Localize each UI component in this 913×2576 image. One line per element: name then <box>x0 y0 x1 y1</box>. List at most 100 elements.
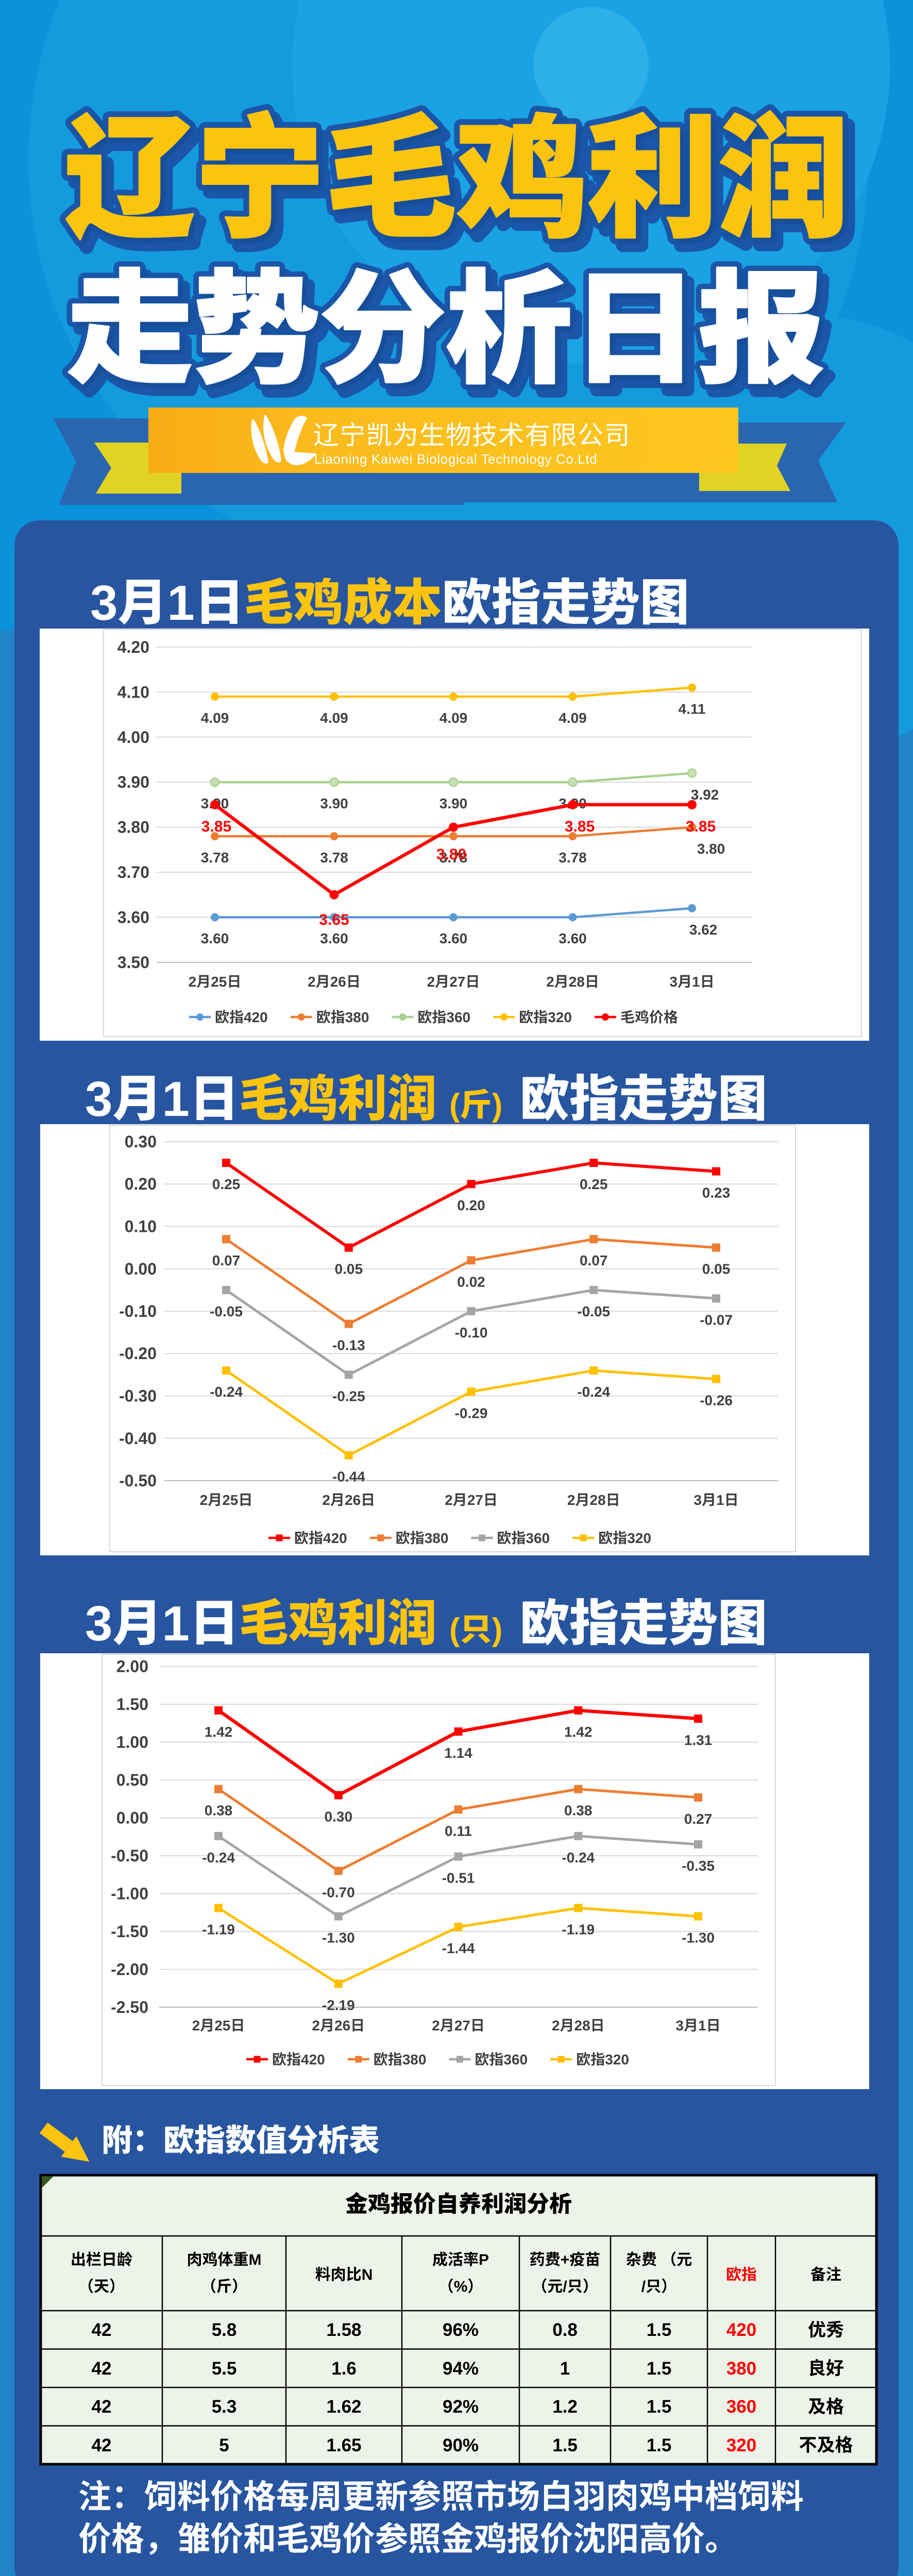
svg-text:1: 1 <box>716 1492 724 1508</box>
svg-text:26: 26 <box>334 2018 350 2033</box>
svg-text:3.65: 3.65 <box>319 911 349 928</box>
svg-text:0.38: 0.38 <box>564 1803 593 1819</box>
svg-text:3: 3 <box>85 1596 112 1651</box>
svg-text:3.60: 3.60 <box>201 930 229 946</box>
svg-text:5.5: 5.5 <box>212 2359 237 2379</box>
svg-text:3.85: 3.85 <box>565 818 595 835</box>
svg-text:1.42: 1.42 <box>564 1724 593 1740</box>
svg-text:0.07: 0.07 <box>212 1252 241 1268</box>
svg-text:3.80: 3.80 <box>697 841 725 857</box>
svg-text:42: 42 <box>92 2397 112 2417</box>
svg-text:3.60: 3.60 <box>117 908 149 926</box>
svg-text:27: 27 <box>454 2018 470 2033</box>
svg-text:380: 380 <box>726 2359 756 2379</box>
svg-text:1.58: 1.58 <box>326 2320 361 2340</box>
svg-text:92%: 92% <box>443 2397 479 2417</box>
svg-text:4.11: 4.11 <box>679 701 706 717</box>
svg-text:5.8: 5.8 <box>212 2320 237 2340</box>
svg-text:3.60: 3.60 <box>439 930 468 946</box>
svg-text:3.60: 3.60 <box>559 930 587 946</box>
svg-text:-0.24: -0.24 <box>202 1850 235 1866</box>
svg-text:420: 420 <box>323 1530 347 1546</box>
svg-text:42: 42 <box>92 2435 112 2455</box>
svg-text:1: 1 <box>560 2359 570 2379</box>
svg-text:320: 320 <box>726 2435 756 2455</box>
svg-text:/: / <box>641 2278 646 2295</box>
svg-text:3.90: 3.90 <box>117 773 149 791</box>
svg-text:2: 2 <box>567 1492 576 1508</box>
svg-text:3: 3 <box>675 2018 684 2033</box>
svg-text:-0.44: -0.44 <box>332 1469 365 1485</box>
svg-text:5.3: 5.3 <box>212 2397 237 2417</box>
svg-text:4.09: 4.09 <box>439 710 468 726</box>
svg-text:25: 25 <box>214 2018 230 2033</box>
svg-text:-2.50: -2.50 <box>111 1998 148 2016</box>
svg-text:-0.25: -0.25 <box>332 1388 365 1404</box>
svg-text:3: 3 <box>85 1072 112 1127</box>
svg-text:0.50: 0.50 <box>116 1771 148 1789</box>
svg-text:-0.29: -0.29 <box>455 1405 488 1421</box>
svg-text:1: 1 <box>162 1596 189 1651</box>
svg-text:0.25: 0.25 <box>580 1176 608 1192</box>
svg-text:/: / <box>563 2278 567 2295</box>
svg-text:2: 2 <box>308 974 316 990</box>
svg-text:3.80: 3.80 <box>436 846 466 863</box>
svg-text:-1.00: -1.00 <box>111 1885 148 1903</box>
svg-text:0.25: 0.25 <box>212 1176 241 1192</box>
svg-text:420: 420 <box>301 2052 325 2067</box>
svg-text:420: 420 <box>726 2320 756 2340</box>
svg-text:-2.19: -2.19 <box>322 1997 355 2013</box>
svg-text:1: 1 <box>167 575 194 631</box>
svg-text:4.10: 4.10 <box>117 683 149 701</box>
svg-text:0.27: 0.27 <box>684 1811 713 1827</box>
svg-text:%: % <box>454 2278 468 2295</box>
svg-text:0.20: 0.20 <box>457 1197 485 1213</box>
svg-text:5: 5 <box>219 2435 229 2455</box>
svg-text:3.78: 3.78 <box>201 850 229 866</box>
svg-text:-0.24: -0.24 <box>577 1384 610 1400</box>
svg-text:27: 27 <box>449 974 465 990</box>
svg-text:1.5: 1.5 <box>552 2435 578 2455</box>
svg-text:0.23: 0.23 <box>702 1185 731 1201</box>
svg-text:-0.70: -0.70 <box>322 1884 355 1900</box>
svg-text:-0.51: -0.51 <box>442 1870 475 1886</box>
svg-text:1: 1 <box>698 2018 706 2033</box>
svg-text:3.78: 3.78 <box>559 850 587 866</box>
svg-text:360: 360 <box>526 1530 550 1546</box>
svg-text:1.6: 1.6 <box>331 2359 357 2379</box>
svg-text:0.00: 0.00 <box>125 1260 157 1278</box>
svg-text:3.62: 3.62 <box>689 922 718 938</box>
svg-text:): ) <box>492 1088 503 1123</box>
svg-text:-0.05: -0.05 <box>577 1303 610 1319</box>
svg-text:-0.26: -0.26 <box>700 1393 733 1409</box>
svg-text:28: 28 <box>569 974 585 990</box>
svg-text:0.8: 0.8 <box>552 2320 578 2340</box>
svg-text:-0.13: -0.13 <box>332 1337 365 1353</box>
svg-text:380: 380 <box>425 1530 449 1546</box>
svg-text:360: 360 <box>446 1009 470 1025</box>
svg-text:420: 420 <box>244 1009 268 1025</box>
svg-text:3: 3 <box>669 974 678 990</box>
svg-text:-0.50: -0.50 <box>119 1471 157 1490</box>
svg-text:1.5: 1.5 <box>647 2435 672 2455</box>
svg-text:-2.00: -2.00 <box>111 1960 148 1979</box>
svg-text:320: 320 <box>627 1530 651 1546</box>
svg-text:0.05: 0.05 <box>702 1261 731 1277</box>
svg-text:M: M <box>249 2251 262 2268</box>
svg-text:1.65: 1.65 <box>326 2435 361 2455</box>
svg-text:0.20: 0.20 <box>125 1175 157 1193</box>
svg-text:(: ( <box>449 1088 460 1123</box>
svg-text:-0.35: -0.35 <box>682 1858 715 1874</box>
svg-text:N: N <box>362 2266 373 2283</box>
svg-text:3.92: 3.92 <box>691 787 719 803</box>
svg-text:-0.07: -0.07 <box>700 1312 733 1328</box>
svg-text:1.5: 1.5 <box>647 2397 672 2417</box>
svg-text:0.10: 0.10 <box>125 1217 157 1236</box>
svg-text:0.07: 0.07 <box>580 1252 608 1268</box>
svg-text:1.31: 1.31 <box>684 1732 713 1748</box>
svg-text:2.00: 2.00 <box>116 1657 148 1676</box>
svg-text:2: 2 <box>322 1492 330 1508</box>
svg-text:3.90: 3.90 <box>320 795 348 811</box>
svg-text:1: 1 <box>692 974 700 990</box>
svg-text:-1.44: -1.44 <box>442 1940 475 1956</box>
